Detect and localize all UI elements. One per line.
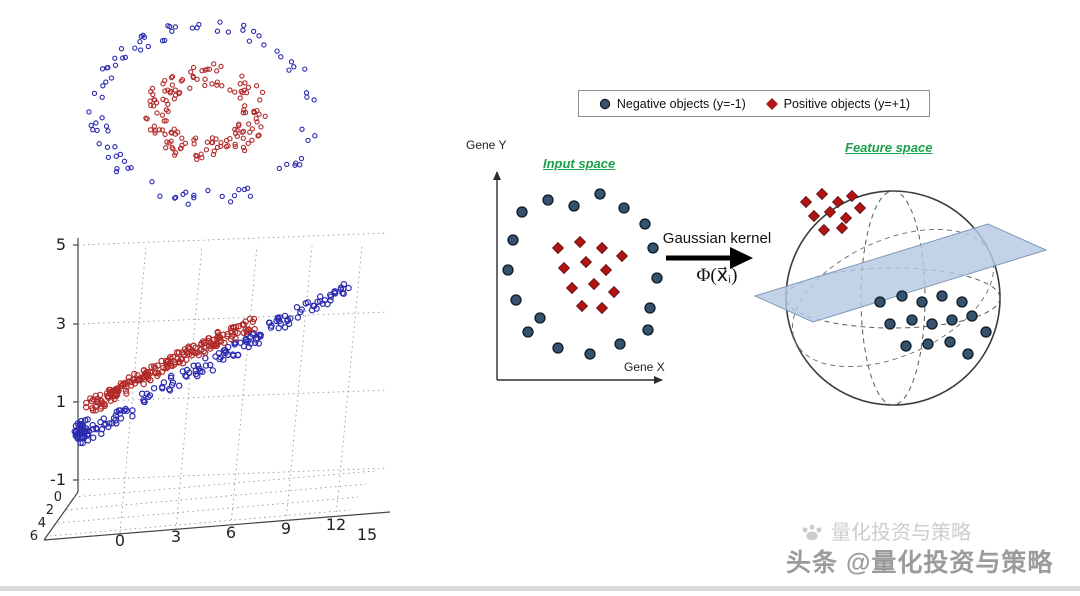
paw-icon (802, 524, 822, 540)
input-space-axes (493, 171, 663, 384)
svg-text:9: 9 (281, 519, 291, 538)
legend: Negative objects (y=-1) Positive objects… (578, 90, 930, 117)
negative-circle-icon (599, 98, 611, 109)
svg-text:4: 4 (38, 516, 46, 531)
feature-positive-points (799, 187, 867, 237)
svg-text:15: 15 (357, 525, 377, 544)
legend-item-negative: Negative objects (y=-1) (598, 97, 746, 111)
legend-item-positive: Positive objects (y=+1) (765, 97, 910, 111)
x-axis-line (43, 511, 391, 541)
separating-plane (753, 223, 1048, 323)
svg-text:-1: -1 (50, 470, 66, 489)
main-watermark: 头条 @量化投资与策略 (786, 549, 1054, 577)
svg-text:3: 3 (171, 527, 181, 546)
svg-text:0: 0 (115, 531, 125, 550)
input-positive-points (551, 235, 629, 315)
svg-text:1: 1 (56, 392, 66, 411)
z-axis-line (43, 491, 79, 541)
kernel-title: Gaussian kernel (662, 230, 772, 247)
input-space-title: Input space (543, 156, 616, 171)
legend-negative-label: Negative objects (y=-1) (616, 96, 746, 111)
feature-space-sphere (753, 190, 1048, 406)
sphere-equator-dashed (785, 267, 1001, 329)
svg-text:0: 0 (54, 490, 62, 505)
feature-space-title: Feature space (845, 140, 933, 155)
svg-text:12: 12 (326, 515, 346, 534)
input-negative-points (502, 188, 663, 360)
kernel-formula: Φ(x⃗ᵢ) (696, 265, 738, 286)
faint-watermark-text: 量化投资与策略 (831, 522, 971, 544)
ring-plot (86, 19, 318, 207)
svg-text:3: 3 (56, 314, 66, 333)
gene-x-label: Gene X (624, 360, 665, 374)
legend-positive-label: Positive objects (y=+1) (783, 96, 911, 111)
svg-text:2: 2 (46, 503, 54, 518)
svg-text:5: 5 (56, 235, 66, 254)
positive-diamond-icon (765, 97, 778, 110)
bottom-divider (0, 586, 1080, 591)
svg-text:6: 6 (226, 523, 236, 542)
feature-negative-points (874, 290, 992, 360)
faint-watermark: 量化投资与策略 (800, 516, 971, 545)
ring-plot-points (86, 19, 318, 207)
svg-text:6: 6 (30, 529, 38, 544)
gene-y-label: Gene Y (466, 138, 507, 152)
